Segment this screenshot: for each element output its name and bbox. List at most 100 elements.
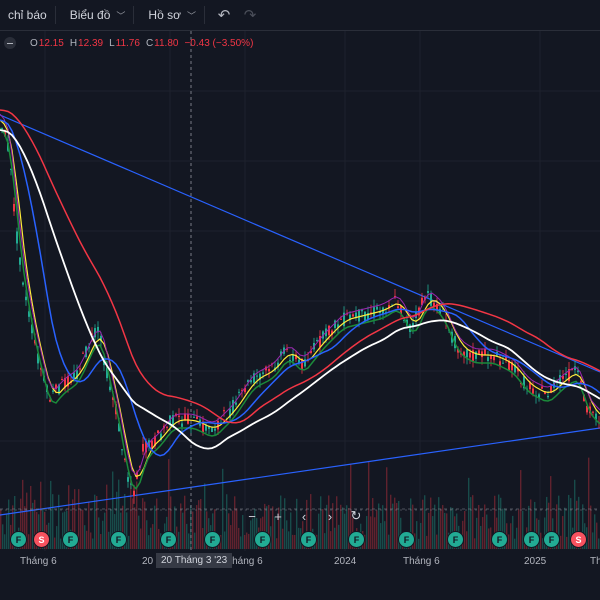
volume-bar [340, 504, 342, 549]
volume-bar [12, 505, 14, 549]
volume-bar [482, 517, 484, 549]
earnings-event-icon[interactable]: F [300, 531, 317, 548]
volume-bar [372, 498, 374, 549]
earnings-event-icon[interactable]: F [491, 531, 508, 548]
split-event-icon[interactable]: S [33, 531, 50, 548]
candle-body [433, 302, 435, 307]
earnings-event-icon[interactable]: F [398, 531, 415, 548]
candle-body [61, 378, 63, 380]
candle-body [328, 325, 330, 336]
ma-line-red [0, 109, 600, 424]
candle-body [517, 368, 519, 372]
volume-bar [430, 497, 432, 549]
volume-bar [30, 485, 32, 549]
volume-bar [330, 531, 332, 549]
volume-bar [518, 509, 520, 549]
volume-bar [182, 512, 184, 549]
volume-bar [420, 522, 422, 549]
volume-bar [196, 505, 198, 549]
volume-bar [14, 495, 16, 549]
reset-icon[interactable]: ↻ [350, 508, 362, 523]
earnings-event-icon[interactable]: F [10, 531, 27, 548]
volume-bar [108, 531, 110, 549]
earnings-event-icon[interactable]: F [254, 531, 271, 548]
volume-bar [28, 534, 30, 549]
earnings-event-icon[interactable]: F [523, 531, 540, 548]
volume-bar [200, 499, 202, 549]
indicators-button[interactable]: chỉ báo [0, 0, 55, 30]
change-value: −0.43 (−3.50%) [184, 37, 254, 49]
volume-bar [138, 515, 140, 549]
volume-bar [170, 496, 172, 549]
candle-body [592, 411, 594, 413]
earnings-event-icon[interactable]: F [62, 531, 79, 548]
volume-bar [36, 511, 38, 549]
earnings-event-icon[interactable]: F [110, 531, 127, 548]
volume-bar [44, 511, 46, 549]
volume-bar [522, 510, 524, 549]
earnings-event-icon[interactable]: F [160, 531, 177, 548]
candle-body [178, 415, 180, 417]
volume-bar [236, 508, 238, 549]
volume-bar [214, 509, 216, 549]
candle-body [64, 377, 66, 388]
toolbar-divider [133, 6, 135, 24]
volume-bar [374, 517, 376, 549]
split-event-icon[interactable]: S [570, 531, 587, 548]
volume-bar [294, 534, 296, 549]
candle-body [430, 293, 432, 306]
chart-menu-button[interactable]: Biểu đồ ﹀ [56, 0, 134, 30]
candle-body [580, 380, 582, 384]
candle-body [487, 357, 489, 361]
earnings-event-icon[interactable]: F [543, 531, 560, 548]
earnings-event-icon[interactable]: F [204, 531, 221, 548]
volume-bar [540, 532, 542, 549]
earnings-event-icon[interactable]: F [447, 531, 464, 548]
volume-bar [40, 481, 42, 549]
undo-icon[interactable]: ↶ [217, 7, 231, 24]
zoom-out-icon[interactable]: − [248, 508, 256, 524]
chart-menu-label: Biểu đồ [69, 8, 111, 22]
earnings-event-icon[interactable]: F [348, 531, 365, 548]
volume-bar [390, 494, 392, 549]
low-label: L [109, 37, 115, 49]
candle-body [319, 335, 321, 348]
volume-bar [464, 510, 466, 549]
volume-bar [426, 535, 428, 549]
volume-bar [452, 507, 454, 549]
volume-bar [148, 535, 150, 549]
volume-bar [446, 513, 448, 549]
collapse-legend-button[interactable] [4, 37, 16, 49]
candle-body [40, 367, 42, 370]
candle-body [340, 318, 342, 320]
candle-body [142, 443, 144, 452]
volume-bar [322, 509, 324, 549]
ma-line-white [0, 129, 600, 450]
volume-bar [26, 492, 28, 549]
candle-body [361, 309, 363, 312]
price-chart[interactable] [0, 31, 600, 551]
redo-icon[interactable]: ↷ [243, 7, 257, 24]
volume-bar [434, 504, 436, 549]
volume-bar [476, 517, 478, 549]
volume-bar [122, 505, 124, 549]
scroll-left-icon[interactable]: ‹ [301, 508, 307, 524]
volume-bar [296, 498, 298, 549]
candle-body [181, 423, 183, 427]
volume-bar [442, 505, 444, 549]
scroll-right-icon[interactable]: › [327, 508, 333, 524]
volume-bar [118, 479, 120, 549]
zoom-in-icon[interactable]: + [274, 508, 282, 524]
volume-bar [190, 505, 192, 549]
volume-bar [342, 507, 344, 549]
indicators-label: chỉ báo [8, 8, 47, 22]
volume-bar [24, 506, 26, 549]
candle-body [1, 127, 3, 130]
close-value: 11.80 [154, 37, 179, 49]
profile-menu-button[interactable]: Hồ sơ ﹀ [134, 0, 204, 30]
volume-bar [204, 483, 206, 549]
volume-bar [556, 504, 558, 549]
candle-body [79, 368, 81, 370]
volume-bar [8, 499, 10, 549]
candle-body [205, 424, 207, 431]
